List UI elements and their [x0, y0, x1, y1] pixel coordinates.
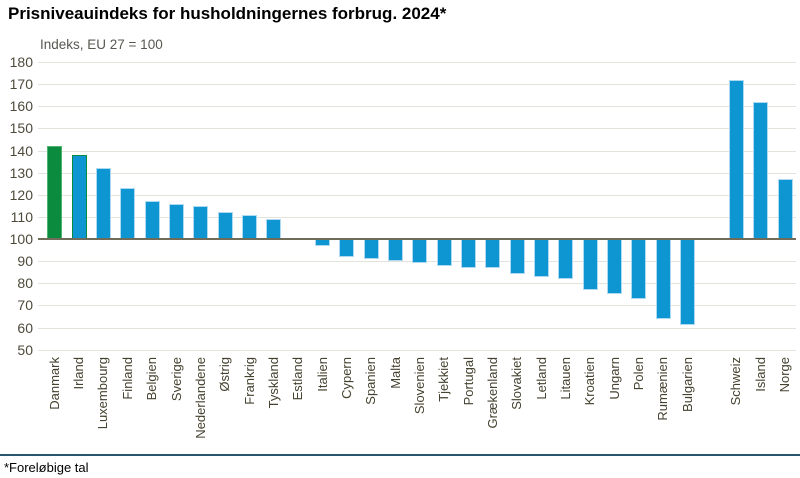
x-label-estland: Estland — [290, 357, 305, 401]
chart-title: Prisniveauindeks for husholdningernes fo… — [8, 4, 447, 23]
y-tick-label-90: 90 — [17, 253, 33, 269]
y-tick-label-160: 160 — [9, 98, 33, 114]
x-label-litauen: Litauen — [558, 357, 573, 400]
bar-danmark — [47, 146, 62, 239]
bar-litauen — [558, 239, 573, 279]
bar-østrig — [218, 212, 233, 239]
bar-polen — [631, 239, 646, 299]
x-label-bulgarien: Bulgarien — [680, 357, 695, 412]
y-tick-label-70: 70 — [17, 297, 33, 313]
gridline-140 — [38, 151, 796, 152]
footer-divider — [0, 454, 800, 456]
gridline-130 — [38, 173, 796, 174]
x-label-island: Island — [753, 357, 768, 392]
bar-nederlandene — [193, 206, 208, 239]
bar-slovakiet — [510, 239, 525, 274]
x-label-cypern: Cypern — [339, 357, 354, 399]
x-label-frankrig: Frankrig — [242, 357, 257, 405]
x-label-ungarn: Ungarn — [607, 357, 622, 400]
footnote: *Foreløbige tal — [4, 460, 89, 475]
bar-luxembourg — [96, 168, 111, 239]
gridline-120 — [38, 195, 796, 196]
y-tick-label-150: 150 — [9, 120, 33, 136]
gridline-180 — [38, 62, 796, 63]
axis-unit-label: Indeks, EU 27 = 100 — [40, 37, 163, 52]
bar-malta — [388, 239, 403, 261]
bar-cypern — [339, 239, 354, 257]
y-tick-label-180: 180 — [9, 54, 33, 70]
bar-kroatien — [583, 239, 598, 290]
gridline-80 — [38, 283, 796, 284]
gridline-70 — [38, 305, 796, 306]
y-tick-label-50: 50 — [17, 342, 33, 358]
y-tick-label-60: 60 — [17, 320, 33, 336]
bar-norge — [778, 179, 793, 239]
x-label-spanien: Spanien — [363, 357, 378, 405]
x-label-sverige: Sverige — [169, 357, 184, 402]
y-tick-label-130: 130 — [9, 165, 33, 181]
y-tick-label-80: 80 — [17, 275, 33, 291]
bar-letland — [534, 239, 549, 277]
x-label-portugal: Portugal — [461, 357, 476, 406]
x-label-italien: Italien — [315, 357, 330, 392]
x-label-polen: Polen — [631, 357, 646, 391]
x-label-nederlandene: Nederlandene — [193, 357, 208, 439]
bar-tjekkiet — [437, 239, 452, 266]
x-label-slovakiet: Slovakiet — [509, 357, 524, 410]
bar-finland — [120, 188, 135, 239]
x-label-norge: Norge — [777, 357, 792, 393]
bar-frankrig — [242, 215, 257, 239]
x-label-belgien: Belgien — [144, 357, 159, 401]
bar-belgien — [145, 201, 160, 239]
x-label-slovenien: Slovenien — [412, 357, 427, 415]
bar-italien — [315, 239, 330, 246]
x-label-rumænien: Rumænien — [655, 357, 670, 421]
gridline-160 — [38, 106, 796, 107]
x-label-finland: Finland — [120, 357, 135, 400]
x-label-irland: Irland — [71, 357, 86, 390]
y-tick-label-110: 110 — [10, 209, 33, 225]
bar-portugal — [461, 239, 476, 268]
gridline-170 — [38, 84, 796, 85]
bar-slovenien — [412, 239, 427, 263]
x-label-tyskland: Tyskland — [266, 357, 281, 409]
x-label-luxembourg: Luxembourg — [95, 357, 110, 430]
gridline-150 — [38, 128, 796, 129]
y-tick-label-100: 100 — [9, 231, 33, 247]
x-label-letland: Letland — [534, 357, 549, 400]
bar-sverige — [169, 204, 184, 239]
x-label-danmark: Danmark — [47, 357, 62, 410]
gridline-60 — [38, 328, 796, 329]
y-tick-label-120: 120 — [9, 187, 33, 203]
bar-irland — [72, 155, 87, 239]
x-label-kroatien: Kroatien — [582, 357, 597, 406]
x-label-østrig: Østrig — [217, 357, 232, 392]
gridline-110 — [38, 217, 796, 218]
bar-grækenland — [485, 239, 500, 268]
gridline-50 — [38, 350, 796, 351]
x-label-schweiz: Schweiz — [728, 357, 743, 406]
bar-island — [753, 102, 768, 239]
x-label-tjekkiet: Tjekkiet — [436, 357, 451, 402]
bar-schweiz — [729, 80, 744, 239]
y-tick-label-140: 140 — [9, 143, 33, 159]
baseline-100 — [38, 238, 796, 240]
y-tick-label-170: 170 — [9, 76, 33, 92]
bar-rumænien — [656, 239, 671, 319]
x-label-malta: Malta — [388, 357, 403, 389]
bar-spanien — [364, 239, 379, 259]
bar-ungarn — [607, 239, 622, 294]
x-label-grækenland: Grækenland — [485, 357, 500, 429]
bar-bulgarien — [680, 239, 695, 325]
bar-tyskland — [266, 219, 281, 239]
